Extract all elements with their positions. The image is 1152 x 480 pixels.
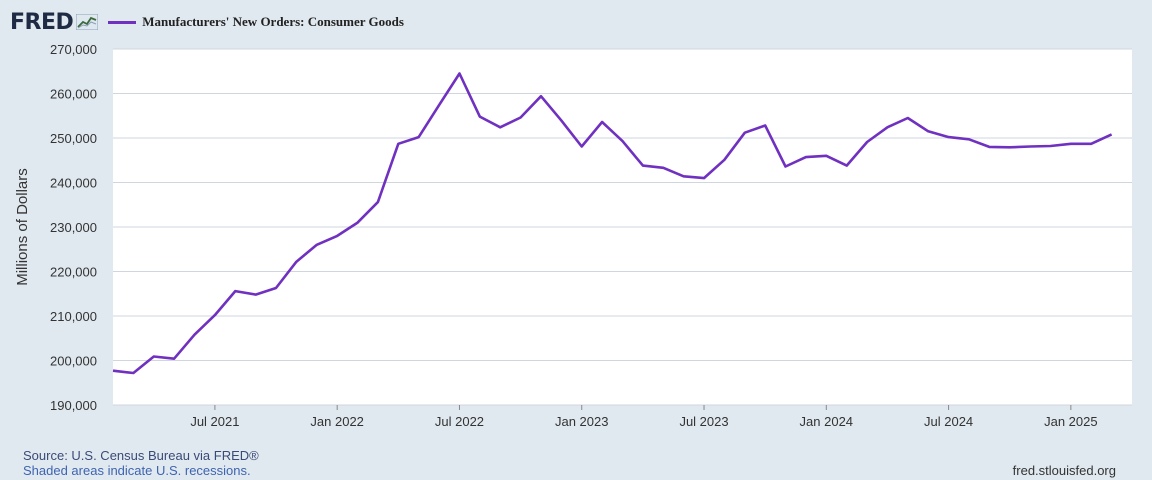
series-layer xyxy=(112,72,1113,375)
y-tick-label: 270,000 xyxy=(50,42,97,57)
y-tick-label: 220,000 xyxy=(50,265,97,280)
fred-logo-text: FRED xyxy=(10,9,74,35)
x-tick-label: Jul 2024 xyxy=(924,414,973,429)
chart-legend: Manufacturers' New Orders: Consumer Good… xyxy=(108,14,404,30)
x-tick-label: Jul 2021 xyxy=(190,414,239,429)
line-chart: 190,000 200,000 210,000 220,000 230,000 240,0… xyxy=(14,42,1132,429)
y-tick-label: 210,000 xyxy=(50,309,97,324)
y-tick-label: 230,000 xyxy=(50,220,97,235)
x-tick-label: Jan 2025 xyxy=(1044,414,1098,429)
y-tick-label: 250,000 xyxy=(50,131,97,146)
legend-swatch xyxy=(108,20,137,24)
chart-footer: Source: U.S. Census Bureau via FRED® Sha… xyxy=(23,448,259,478)
y-tick-label: 200,000 xyxy=(50,354,97,369)
legend-series-label: Manufacturers' New Orders: Consumer Good… xyxy=(142,14,404,29)
gridlines xyxy=(113,48,1132,406)
y-tick-label: 260,000 xyxy=(50,87,97,102)
recession-note[interactable]: Shaded areas indicate U.S. recessions. xyxy=(23,463,251,478)
y-axis-title: Millions of Dollars xyxy=(14,168,31,286)
x-axis-ticks: Jul 2021 Jan 2022 Jul 2022 Jan 2023 Jul 2023… xyxy=(190,405,1098,429)
site-link[interactable]: fred.stlouisfed.org xyxy=(1012,463,1116,478)
y-tick-label: 240,000 xyxy=(50,176,97,191)
chart-header: FRED Manufacturers' New Orders: Consumer… xyxy=(10,8,404,36)
fred-logo[interactable]: FRED xyxy=(10,9,99,35)
y-axis-ticks: 190,000 200,000 210,000 220,000 230,000 240,0… xyxy=(50,42,97,413)
x-tick-label: Jan 2022 xyxy=(310,414,364,429)
y-tick-label: 190,000 xyxy=(50,398,97,413)
x-tick-label: Jan 2024 xyxy=(800,414,854,429)
x-tick-label: Jan 2023 xyxy=(555,414,609,429)
source-note: Source: U.S. Census Bureau via FRED® xyxy=(23,448,259,463)
series-line xyxy=(112,72,1113,375)
fred-logo-graph-icon xyxy=(76,14,99,30)
x-tick-label: Jul 2023 xyxy=(679,414,728,429)
x-tick-label: Jul 2022 xyxy=(435,414,484,429)
